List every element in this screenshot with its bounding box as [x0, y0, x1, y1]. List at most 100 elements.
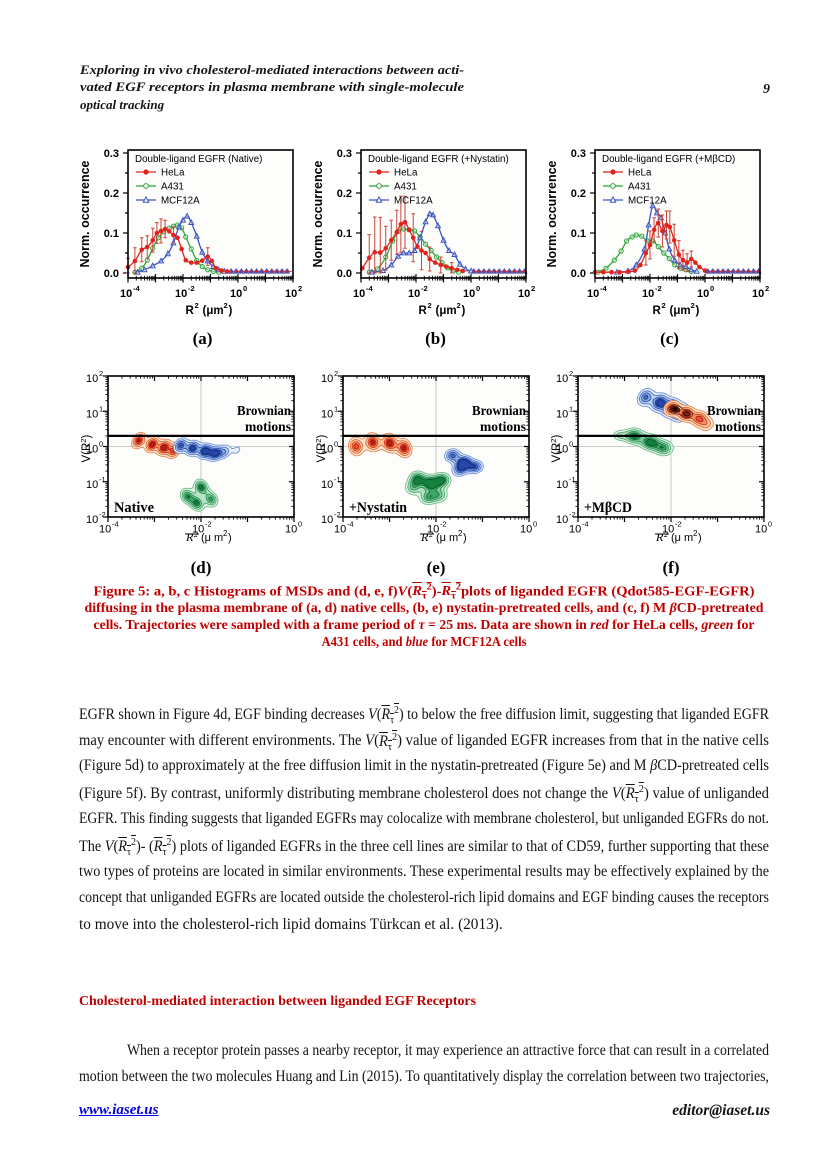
- svg-text:10: 10: [99, 524, 111, 536]
- svg-text:-1: -1: [334, 475, 341, 484]
- svg-text:(μ m: (μ m: [201, 532, 223, 544]
- svg-text:-4: -4: [133, 284, 140, 293]
- svg-text:(b): (b): [425, 329, 446, 348]
- svg-text:0.2: 0.2: [337, 188, 352, 200]
- svg-text:10: 10: [556, 514, 568, 526]
- svg-text:0: 0: [298, 520, 302, 529]
- svg-text:2: 2: [224, 301, 228, 310]
- svg-text:Norm. occurrence: Norm. occurrence: [545, 160, 559, 267]
- svg-text:10: 10: [587, 288, 599, 300]
- svg-text:10: 10: [408, 288, 420, 300]
- svg-text:2: 2: [298, 284, 302, 293]
- svg-text:Double-ligand EGFR (+Nystatin): Double-ligand EGFR (+Nystatin): [368, 154, 509, 165]
- svg-text:): ): [229, 305, 233, 317]
- svg-text:(μm: (μm: [203, 305, 224, 317]
- svg-text:1: 1: [569, 404, 573, 413]
- svg-text:R: R: [185, 530, 194, 544]
- svg-text:V(R2): V(R2): [79, 435, 93, 463]
- svg-text:2: 2: [765, 284, 769, 293]
- svg-text:10: 10: [321, 373, 333, 385]
- svg-text:): ): [462, 305, 466, 317]
- svg-text:10: 10: [642, 288, 654, 300]
- svg-text:10: 10: [321, 514, 333, 526]
- svg-text:(c): (c): [660, 329, 679, 348]
- svg-text:Brownian: Brownian: [237, 404, 291, 419]
- svg-text:0.3: 0.3: [337, 148, 352, 160]
- svg-text:motions: motions: [480, 420, 527, 435]
- svg-text:1: 1: [334, 404, 338, 413]
- svg-text:2: 2: [334, 369, 338, 378]
- svg-text:10: 10: [120, 288, 132, 300]
- svg-text:Norm. occurrence: Norm. occurrence: [78, 160, 92, 267]
- svg-text:-4: -4: [347, 520, 354, 529]
- svg-text:10: 10: [755, 524, 767, 536]
- svg-text:2: 2: [457, 301, 461, 310]
- svg-text:2: 2: [195, 301, 199, 310]
- svg-text:R: R: [419, 305, 428, 317]
- svg-text:A431: A431: [161, 182, 184, 193]
- svg-text:10: 10: [285, 524, 297, 536]
- svg-text:0.2: 0.2: [104, 188, 119, 200]
- svg-text:10: 10: [569, 524, 581, 536]
- svg-text:10: 10: [556, 373, 568, 385]
- svg-text:2: 2: [428, 301, 432, 310]
- svg-text:R: R: [420, 530, 429, 544]
- svg-text:0: 0: [243, 284, 247, 293]
- svg-text:): ): [228, 532, 232, 544]
- svg-text:0.2: 0.2: [571, 188, 586, 200]
- svg-text:HeLa: HeLa: [628, 168, 652, 179]
- svg-text:2: 2: [458, 529, 463, 538]
- svg-text:10: 10: [230, 288, 242, 300]
- svg-text:0: 0: [768, 520, 772, 529]
- svg-text:-4: -4: [582, 520, 589, 529]
- svg-text:10: 10: [86, 373, 98, 385]
- svg-text:10: 10: [285, 288, 297, 300]
- svg-text:HeLa: HeLa: [161, 168, 185, 179]
- svg-text:V(R2): V(R2): [549, 435, 563, 463]
- svg-text:10: 10: [556, 408, 568, 420]
- svg-text:-1: -1: [569, 475, 576, 484]
- svg-text:(μm: (μm: [670, 305, 691, 317]
- svg-text:-2: -2: [440, 520, 447, 529]
- svg-text:-2: -2: [655, 284, 662, 293]
- svg-text:Double-ligand EGFR (Native): Double-ligand EGFR (Native): [135, 154, 262, 165]
- svg-text:motions: motions: [715, 420, 762, 435]
- svg-text:0: 0: [533, 520, 537, 529]
- svg-text:0: 0: [569, 440, 573, 449]
- svg-text:MCF12A: MCF12A: [394, 196, 433, 207]
- svg-text:10: 10: [321, 479, 333, 491]
- svg-text:MCF12A: MCF12A: [161, 196, 200, 207]
- svg-text:-2: -2: [205, 520, 212, 529]
- svg-text:10: 10: [427, 524, 439, 536]
- svg-text:A431: A431: [394, 182, 417, 193]
- svg-text:10: 10: [86, 479, 98, 491]
- svg-text:10: 10: [192, 524, 204, 536]
- svg-text:V(R2): V(R2): [314, 435, 328, 463]
- svg-text:): ): [696, 305, 700, 317]
- svg-text:0.0: 0.0: [337, 268, 352, 280]
- svg-text:10: 10: [334, 524, 346, 536]
- svg-text:MCF12A: MCF12A: [628, 196, 667, 207]
- svg-text:10: 10: [353, 288, 365, 300]
- svg-text:10: 10: [662, 524, 674, 536]
- svg-text:0: 0: [99, 440, 103, 449]
- svg-text:10: 10: [86, 408, 98, 420]
- svg-text:-2: -2: [334, 510, 341, 519]
- svg-text:0.3: 0.3: [104, 148, 119, 160]
- svg-text:0: 0: [710, 284, 714, 293]
- svg-text:(μ m: (μ m: [436, 532, 458, 544]
- svg-text:0.1: 0.1: [571, 228, 586, 240]
- svg-text:10: 10: [556, 479, 568, 491]
- svg-text:10: 10: [697, 288, 709, 300]
- svg-text:Norm. occurrence: Norm. occurrence: [311, 160, 325, 267]
- svg-text:0.0: 0.0: [571, 268, 586, 280]
- svg-text:2: 2: [99, 369, 103, 378]
- svg-text:2: 2: [662, 301, 666, 310]
- svg-text:(e): (e): [427, 558, 446, 577]
- svg-text:0.0: 0.0: [104, 268, 119, 280]
- svg-text:2: 2: [691, 301, 695, 310]
- svg-text:10: 10: [463, 288, 475, 300]
- svg-text:(μm: (μm: [436, 305, 457, 317]
- svg-text:(μ m: (μ m: [671, 532, 693, 544]
- svg-text:-2: -2: [421, 284, 428, 293]
